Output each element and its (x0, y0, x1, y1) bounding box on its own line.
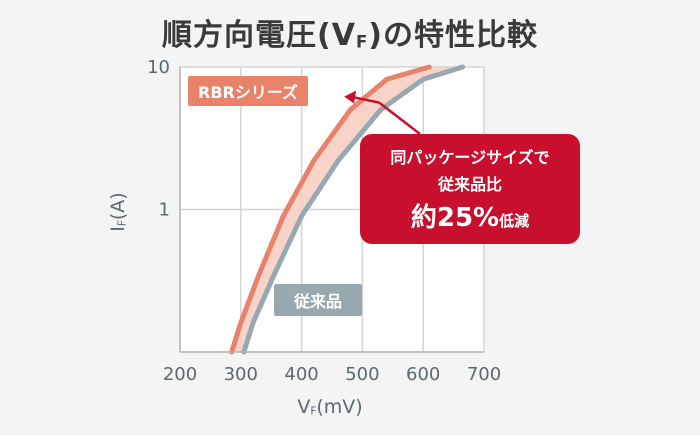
y-tick-label: 10 (147, 57, 170, 78)
legend-rbr-series: RBRシリーズ (188, 76, 309, 106)
x-tick-label: 700 (467, 364, 501, 385)
chart-title: 順方向電圧(VF)の特性比較 (162, 18, 538, 53)
callout-arrow-head (344, 90, 357, 104)
x-tick-label: 400 (284, 364, 318, 385)
annotation-line-3: 約25%低減 (360, 197, 580, 234)
y-tick-label: 1 (159, 200, 170, 221)
legend-conventional: 従来品 (274, 284, 363, 316)
x-tick-label: 200 (163, 364, 197, 385)
y-axis-label: IF(A) (107, 192, 129, 232)
series-line-rbr (229, 64, 432, 355)
annotation-callout: 同パッケージサイズで 従来品比 約25%低減 (360, 134, 580, 244)
difference-band (231, 67, 463, 352)
annotation-line-1: 同パッケージサイズで (390, 148, 550, 167)
series-line-conventional (241, 64, 466, 355)
annotation-big: 約25% (410, 203, 500, 233)
x-tick-label: 600 (406, 364, 440, 385)
callout-connector (378, 101, 421, 135)
annotation-line-2: 従来品比 (437, 175, 502, 194)
x-tick-label: 500 (345, 364, 379, 385)
x-tick-label: 300 (224, 364, 258, 385)
annotation-small: 低減 (499, 212, 530, 230)
